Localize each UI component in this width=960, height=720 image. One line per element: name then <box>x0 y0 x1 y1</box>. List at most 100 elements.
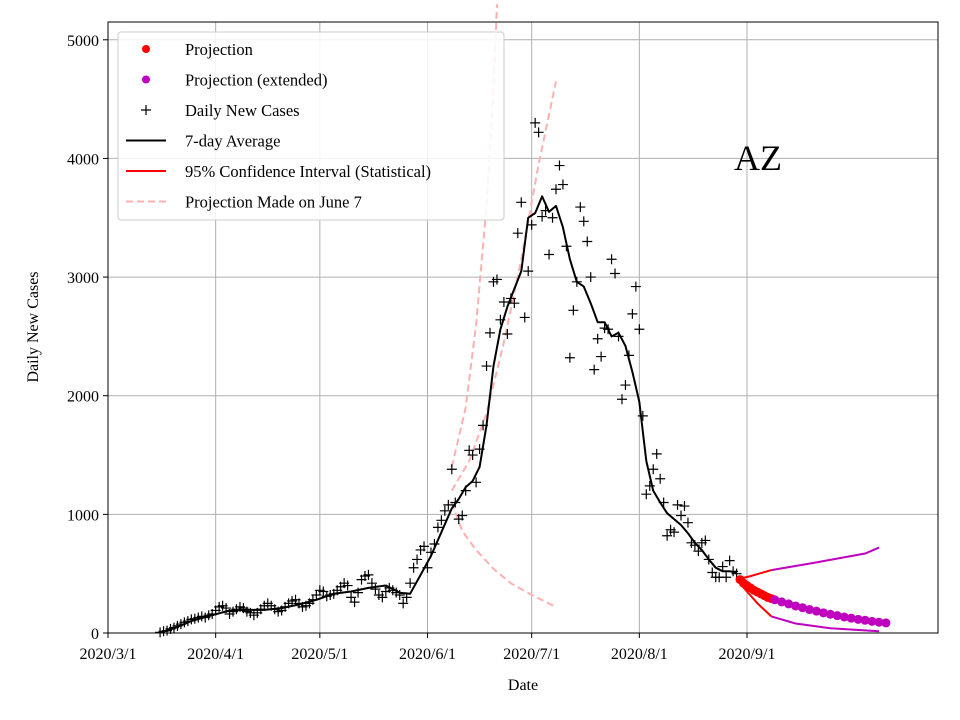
daily-case-point <box>721 572 732 583</box>
y-axis-label: Daily New Cases <box>25 271 42 382</box>
daily-case-point <box>485 327 496 338</box>
daily-case-point <box>530 117 541 128</box>
daily-case-point <box>676 510 687 521</box>
projection-extended-point <box>805 605 815 615</box>
projection-extended-point <box>825 609 835 619</box>
daily-case-point <box>471 477 482 488</box>
daily-case-point <box>578 216 589 227</box>
daily-case-point <box>582 236 593 247</box>
daily-case-point <box>585 272 596 283</box>
daily-case-point <box>537 211 548 222</box>
y-tick-label: 0 <box>91 626 99 643</box>
x-tick-label: 2020/7/1 <box>503 646 560 663</box>
y-tick-label: 1000 <box>67 507 99 524</box>
x-tick-label: 2020/3/1 <box>80 646 137 663</box>
june7-projection-lower-line <box>450 502 557 608</box>
daily-case-point <box>544 249 555 260</box>
legend-box <box>117 31 505 221</box>
daily-case-point <box>634 324 645 335</box>
daily-case-point <box>370 584 381 595</box>
y-tick-label: 4000 <box>67 151 99 168</box>
daily-case-point <box>610 268 621 279</box>
projection-extended-point <box>811 606 821 616</box>
legend: Projection Projection (extended) Daily New… <box>117 31 505 221</box>
projection-extended-point <box>881 618 891 628</box>
daily-case-point <box>443 499 454 510</box>
daily-case-point <box>630 281 641 292</box>
legend-label: Projection <box>185 40 253 59</box>
plot-frame <box>107 21 939 634</box>
legend-label: Projection (extended) <box>185 71 328 90</box>
daily-case-point <box>620 380 631 391</box>
daily-case-point <box>669 527 680 538</box>
ci-lower-extended-line <box>771 615 880 633</box>
daily-case-point <box>700 535 711 546</box>
daily-case-point <box>516 197 527 208</box>
daily-case-point <box>432 522 443 533</box>
daily-case-point <box>596 351 607 362</box>
daily-case-point <box>655 473 666 484</box>
daily-case-point <box>641 489 652 500</box>
daily-case-point <box>498 296 509 307</box>
daily-case-point <box>349 597 360 608</box>
legend-marker <box>141 105 151 115</box>
y-tick-label: 5000 <box>67 33 99 50</box>
daily-case-point <box>509 298 520 309</box>
legend-label: 7-day Average <box>185 132 280 151</box>
daily-case-point <box>436 515 447 526</box>
daily-case-point <box>405 578 416 589</box>
daily-case-point <box>724 555 735 566</box>
projection-extended-point <box>846 613 856 623</box>
seven-day-average-line <box>159 195 737 634</box>
daily-case-point <box>377 592 388 603</box>
projection-extended-point <box>818 608 828 618</box>
legend-marker <box>142 45 150 53</box>
daily-case-point <box>564 352 575 363</box>
legend-label: 95% Confidence Interval (Statistical) <box>185 162 431 181</box>
daily-case-point <box>627 308 638 319</box>
daily-case-point <box>637 410 648 421</box>
daily-case-point <box>606 254 617 265</box>
daily-case-point <box>533 127 544 138</box>
daily-case-point <box>491 274 502 285</box>
x-axis: 2020/3/1 2020/4/1 2020/5/1 2020/6/1 2020/7/1… <box>80 633 776 663</box>
projection-extended-point <box>874 617 884 627</box>
daily-case-point <box>446 464 457 475</box>
y-axis: 0 1000 2000 3000 4000 5000 <box>67 33 108 643</box>
daily-case-point <box>550 184 561 195</box>
daily-case-point <box>648 464 659 475</box>
x-axis-label: Date <box>508 677 538 694</box>
daily-case-point <box>679 501 690 512</box>
daily-case-point <box>717 561 728 572</box>
x-tick-label: 2020/9/1 <box>719 646 776 663</box>
daily-case-point <box>363 569 374 580</box>
series-layer <box>155 4 891 638</box>
daily-case-point <box>408 562 419 573</box>
daily-case-point <box>523 266 534 277</box>
projection-extended-point <box>777 597 787 607</box>
daily-case-point <box>502 329 513 340</box>
daily-case-point <box>589 364 600 375</box>
projection-extended-point <box>784 599 794 609</box>
legend-label: Projection Made on June 7 <box>185 193 362 212</box>
legend-label: Daily New Cases <box>185 101 300 120</box>
chart-title: AZ <box>734 138 782 178</box>
daily-case-point <box>547 212 558 223</box>
daily-case-point <box>575 202 586 213</box>
daily-case-point <box>519 312 530 323</box>
daily-case-point <box>342 580 353 591</box>
projection-extended-point <box>860 615 870 625</box>
y-tick-label: 3000 <box>67 270 99 287</box>
daily-case-point <box>557 179 568 190</box>
projection-extended-point <box>832 611 842 621</box>
projection-extended-point <box>867 616 877 626</box>
daily-case-point <box>439 505 450 516</box>
projection-extended-point <box>839 612 849 622</box>
x-tick-label: 2020/4/1 <box>187 646 244 663</box>
daily-case-point <box>616 394 627 405</box>
daily-case-point <box>662 530 673 541</box>
daily-case-point <box>682 517 693 528</box>
daily-case-point <box>467 450 478 461</box>
daily-case-point <box>568 305 579 316</box>
